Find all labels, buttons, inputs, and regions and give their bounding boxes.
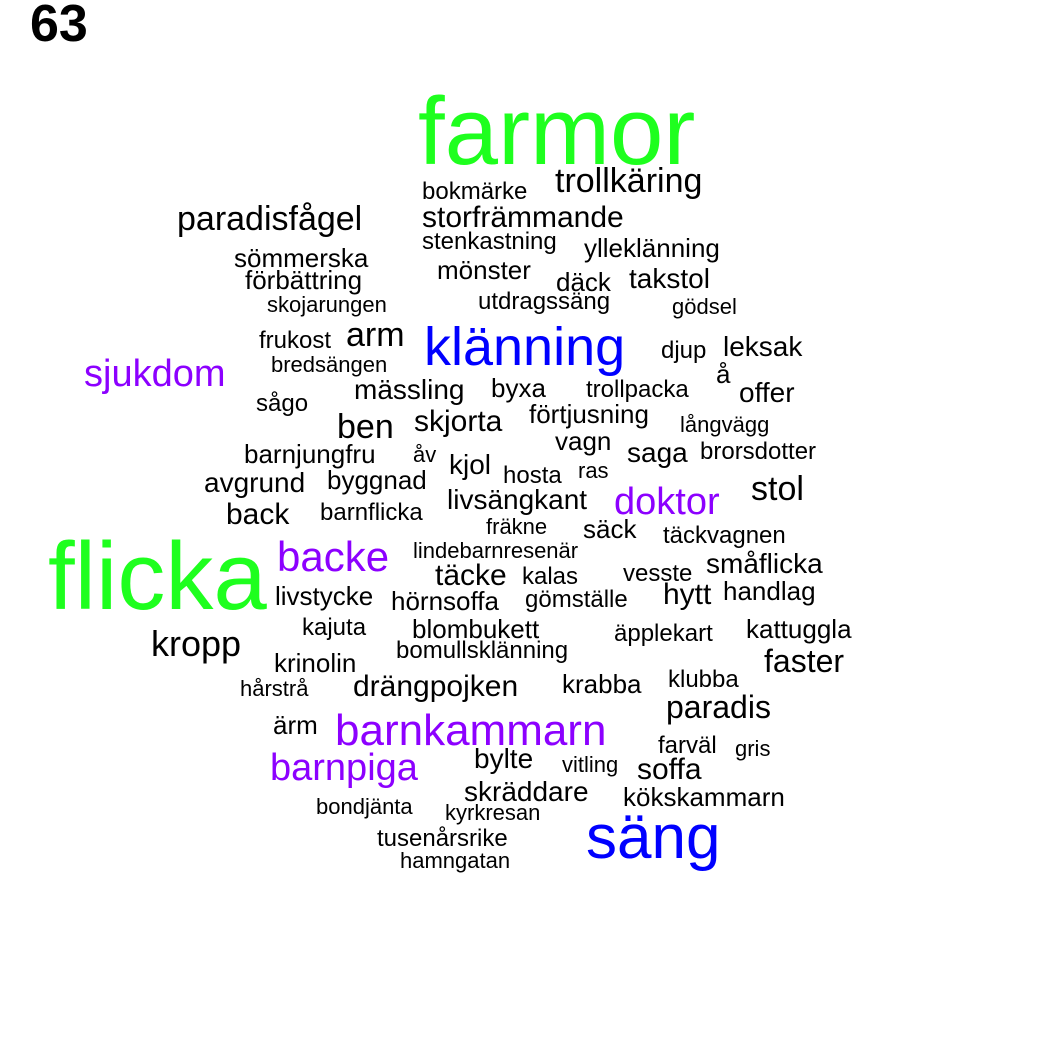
cloud-word: förtjusning (529, 399, 649, 429)
cloud-word: klänning (424, 317, 626, 377)
cloud-word: djup (661, 337, 707, 364)
cloud-word: sömmerska (234, 243, 369, 273)
cloud-word: yllеklänning (584, 233, 720, 263)
cloud-word: säck (583, 514, 637, 544)
cloud-word: gömställe (525, 586, 628, 613)
panel-label: 63 (30, 0, 88, 53)
cloud-word: barnpiga (270, 747, 418, 789)
cloud-word: täcke (435, 559, 507, 592)
cloud-word: byggnad (327, 465, 427, 495)
cloud-word: offer (739, 377, 795, 408)
cloud-word: fräkne (486, 514, 548, 539)
cloud-word: vesste (623, 560, 693, 587)
cloud-word: paradis (666, 689, 771, 725)
cloud-word: leksak (723, 331, 803, 362)
cloud-word: bondjänta (316, 794, 413, 819)
cloud-word: mässling (354, 374, 465, 405)
cloud-word: klubba (668, 666, 739, 693)
cloud-word: skräddare (464, 776, 589, 807)
cloud-word: ras (578, 458, 609, 483)
cloud-word: barnjungfru (244, 439, 376, 469)
cloud-word: gödsel (672, 294, 737, 319)
cloud-word: faster (764, 643, 845, 679)
cloud-word: byxa (491, 373, 546, 403)
cloud-word: lindebarnresenär (413, 538, 579, 563)
cloud-word: sågo (256, 390, 309, 417)
cloud-word: stol (751, 470, 804, 508)
cloud-word: kyrkresan (445, 800, 541, 825)
cloud-word: däck (556, 267, 611, 297)
cloud-word: livsängkant (447, 484, 588, 515)
cloud-word: äpplekart (614, 620, 713, 647)
cloud-word: vitling (562, 752, 619, 777)
cloud-word: bomullsklänning (396, 637, 569, 664)
cloud-word: småflicka (706, 548, 823, 579)
cloud-word: doktor (614, 481, 720, 523)
cloud-word: avgrund (204, 467, 306, 498)
cloud-word: skjorta (414, 405, 503, 438)
cloud-word: barnflicka (320, 499, 423, 526)
cloud-word: stenkastning (422, 228, 557, 255)
cloud-word: långvägg (680, 412, 770, 437)
cloud-word: kökskammarn (623, 782, 785, 812)
cloud-word: hörnsoffa (391, 586, 499, 616)
cloud-word: krinolin (274, 648, 357, 678)
cloud-word: saga (627, 437, 688, 468)
cloud-word: skojarungen (267, 292, 387, 317)
cloud-word: kropp (151, 623, 242, 664)
cloud-word: farmor (418, 78, 696, 185)
cloud-word: takstol (629, 263, 710, 294)
cloud-word: livstycke (275, 581, 374, 611)
cloud-word: ärm (273, 710, 318, 740)
cloud-word: handlag (723, 576, 816, 606)
cloud-word: back (226, 498, 290, 531)
cloud-word: vagn (555, 426, 612, 456)
cloud-word: arm (346, 316, 405, 354)
cloud-word: säng (586, 803, 721, 872)
cloud-word: paradisfågel (177, 200, 363, 238)
cloud-word: utdragssäng (478, 288, 611, 315)
cloud-word: kajuta (302, 614, 367, 641)
cloud-word: gris (735, 736, 771, 761)
cloud-word: bredsängen (271, 352, 388, 377)
cloud-word: storfrämmande (422, 201, 624, 234)
cloud-word: kalas (522, 563, 579, 590)
cloud-word: blombukett (412, 614, 540, 644)
cloud-word: hytt (663, 578, 712, 611)
cloud-word: tusenårsrike (377, 825, 508, 852)
cloud-word: backe (277, 533, 390, 580)
cloud-word: mönster (437, 255, 531, 285)
cloud-word: trollkäring (555, 162, 703, 200)
cloud-word: krabba (562, 669, 642, 699)
cloud-word: hårstrå (240, 676, 309, 701)
cloud-word: bylte (474, 743, 534, 774)
cloud-word: kjol (449, 449, 492, 480)
cloud-word: brorsdotter (700, 438, 817, 465)
cloud-word: frukost (259, 327, 332, 354)
cloud-word: farväl (658, 732, 717, 759)
cloud-word: flicka (48, 523, 267, 630)
cloud-word: barnkammarn (335, 706, 607, 755)
cloud-word: soffa (637, 753, 702, 786)
cloud-word: hosta (503, 462, 562, 489)
cloud-word: kattuggla (746, 614, 852, 644)
cloud-word: å (716, 359, 731, 389)
cloud-word: förbättring (245, 265, 363, 295)
cloud-word: ben (337, 408, 394, 446)
cloud-word: drängpojken (353, 670, 519, 703)
cloud-word: trollpacka (586, 376, 689, 403)
cloud-word: täckvagnen (663, 522, 786, 549)
cloud-word: åv (413, 442, 437, 467)
cloud-word: bokmärke (422, 178, 528, 205)
cloud-word: sjukdom (84, 353, 226, 395)
cloud-word: hamngatan (400, 848, 511, 873)
